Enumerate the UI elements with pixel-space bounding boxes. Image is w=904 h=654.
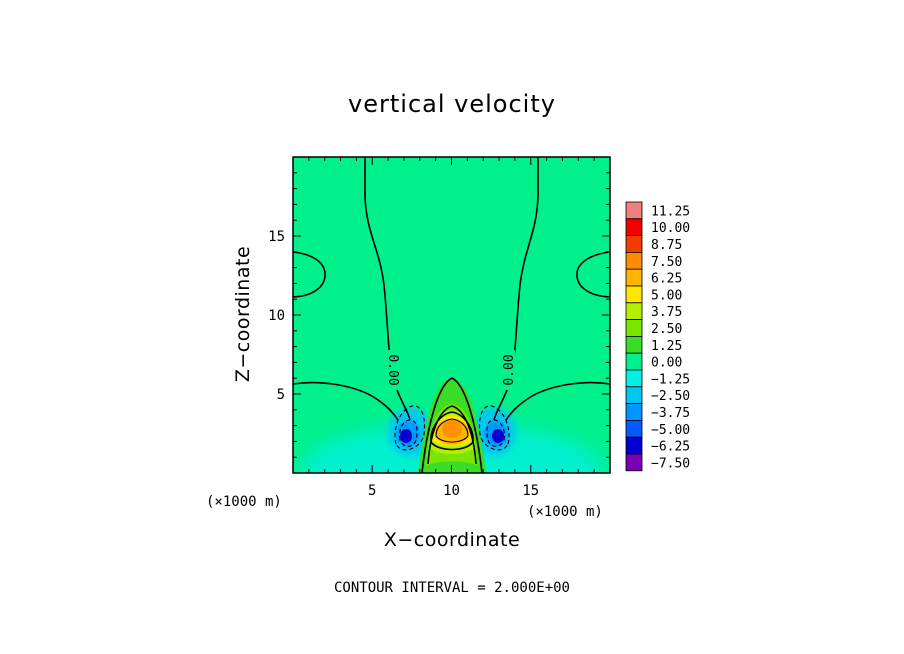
colorbar-swatch	[625, 201, 643, 220]
y-tick-label: 15	[268, 229, 285, 245]
colorbar-swatch	[625, 302, 643, 320]
contour-label-left-bg	[387, 350, 401, 390]
x-unit-label-right: (×1000 m)	[527, 504, 603, 520]
contour-label-right-text: 0.00	[502, 354, 517, 385]
x-tick-label: 15	[522, 483, 539, 499]
contour-neg-left-inner	[399, 419, 418, 447]
x-axis-label: X−coordinate	[384, 529, 520, 551]
colorbar-label: −6.25	[651, 440, 690, 455]
field-downdraft-core-left	[400, 429, 412, 443]
contour-zero-right-bump	[576, 251, 610, 298]
colorbar-label: 6.25	[651, 272, 682, 287]
y-axis-ticks: 5 10 15	[268, 172, 610, 458]
colorbar-label: 3.75	[651, 305, 682, 320]
colorbar-swatch	[625, 386, 643, 404]
contour-field	[293, 157, 610, 473]
colorbar-swatch	[625, 235, 643, 253]
contour-neg-right-inner	[486, 419, 505, 447]
colorbar-swatch	[625, 403, 643, 421]
colorbar-label: 2.50	[651, 322, 682, 337]
y-tick-label: 10	[268, 308, 285, 324]
chart-title: vertical velocity	[348, 90, 556, 118]
colorbar-label: −5.00	[651, 423, 690, 438]
colorbar-swatch	[625, 419, 643, 438]
contour-interval-text: CONTOUR INTERVAL = 2.000E+00	[334, 580, 570, 596]
y-tick-label: 5	[277, 387, 285, 403]
colorbar-label: 0.00	[651, 356, 682, 371]
contour-zero-right	[493, 157, 539, 421]
contour-updraft-outer	[421, 377, 483, 473]
contour-label-right: 0.00	[501, 350, 517, 390]
field-downdraft-core-right	[492, 429, 504, 443]
colorbar-label: 11.25	[651, 204, 690, 219]
contour-zero-left	[364, 157, 411, 421]
colorbar-label: −7.50	[651, 456, 690, 471]
colorbar-label: 8.75	[651, 238, 682, 253]
colorbar-swatch	[625, 369, 643, 388]
colorbar: 11.25 10.00 8.75 7.50 6.255.00 3.75 2.50 1.25 0.…	[625, 201, 690, 472]
colorbar-swatch	[625, 319, 643, 337]
x-tick-label: 5	[368, 483, 376, 499]
contour-label-left-text: 0.00	[385, 354, 400, 385]
colorbar-label: −3.75	[651, 406, 690, 421]
contour-label-left: 0.00	[385, 350, 401, 390]
field-updraft-core	[442, 420, 462, 438]
colorbar-swatch	[625, 251, 643, 270]
contour-updraft-core	[435, 418, 469, 443]
contour-zero-left-bump	[293, 251, 326, 298]
colorbar-swatch	[625, 268, 643, 287]
colorbar-label: 1.25	[651, 339, 682, 354]
contour-neg-right-outer	[478, 405, 510, 451]
contour-updraft-inner	[430, 411, 474, 451]
colorbar-swatch	[625, 285, 643, 304]
colorbar-swatch	[625, 335, 643, 354]
y-axis-label: Z−coordinate	[232, 246, 254, 382]
contour-zero-left-lower	[293, 381, 399, 421]
x-axis-ticks: 5 10 15	[308, 157, 595, 499]
colorbar-swatch	[625, 436, 643, 455]
colorbar-label: 7.50	[651, 255, 682, 270]
x-tick-label: 10	[443, 483, 460, 499]
colorbar-swatch	[625, 352, 643, 371]
colorbar-label: 5.00	[651, 288, 682, 303]
contour-label-right-bg	[501, 350, 515, 390]
x-unit-label-left: (×1000 m)	[206, 494, 282, 510]
contour-neg-left-outer	[394, 405, 426, 451]
colorbar-label: −2.50	[651, 389, 690, 404]
contour-zero-right-lower	[505, 381, 610, 421]
colorbar-swatch	[625, 453, 643, 472]
colorbar-label: −1.25	[651, 372, 690, 387]
colorbar-label: 10.00	[651, 221, 690, 236]
colorbar-swatch	[625, 218, 643, 237]
